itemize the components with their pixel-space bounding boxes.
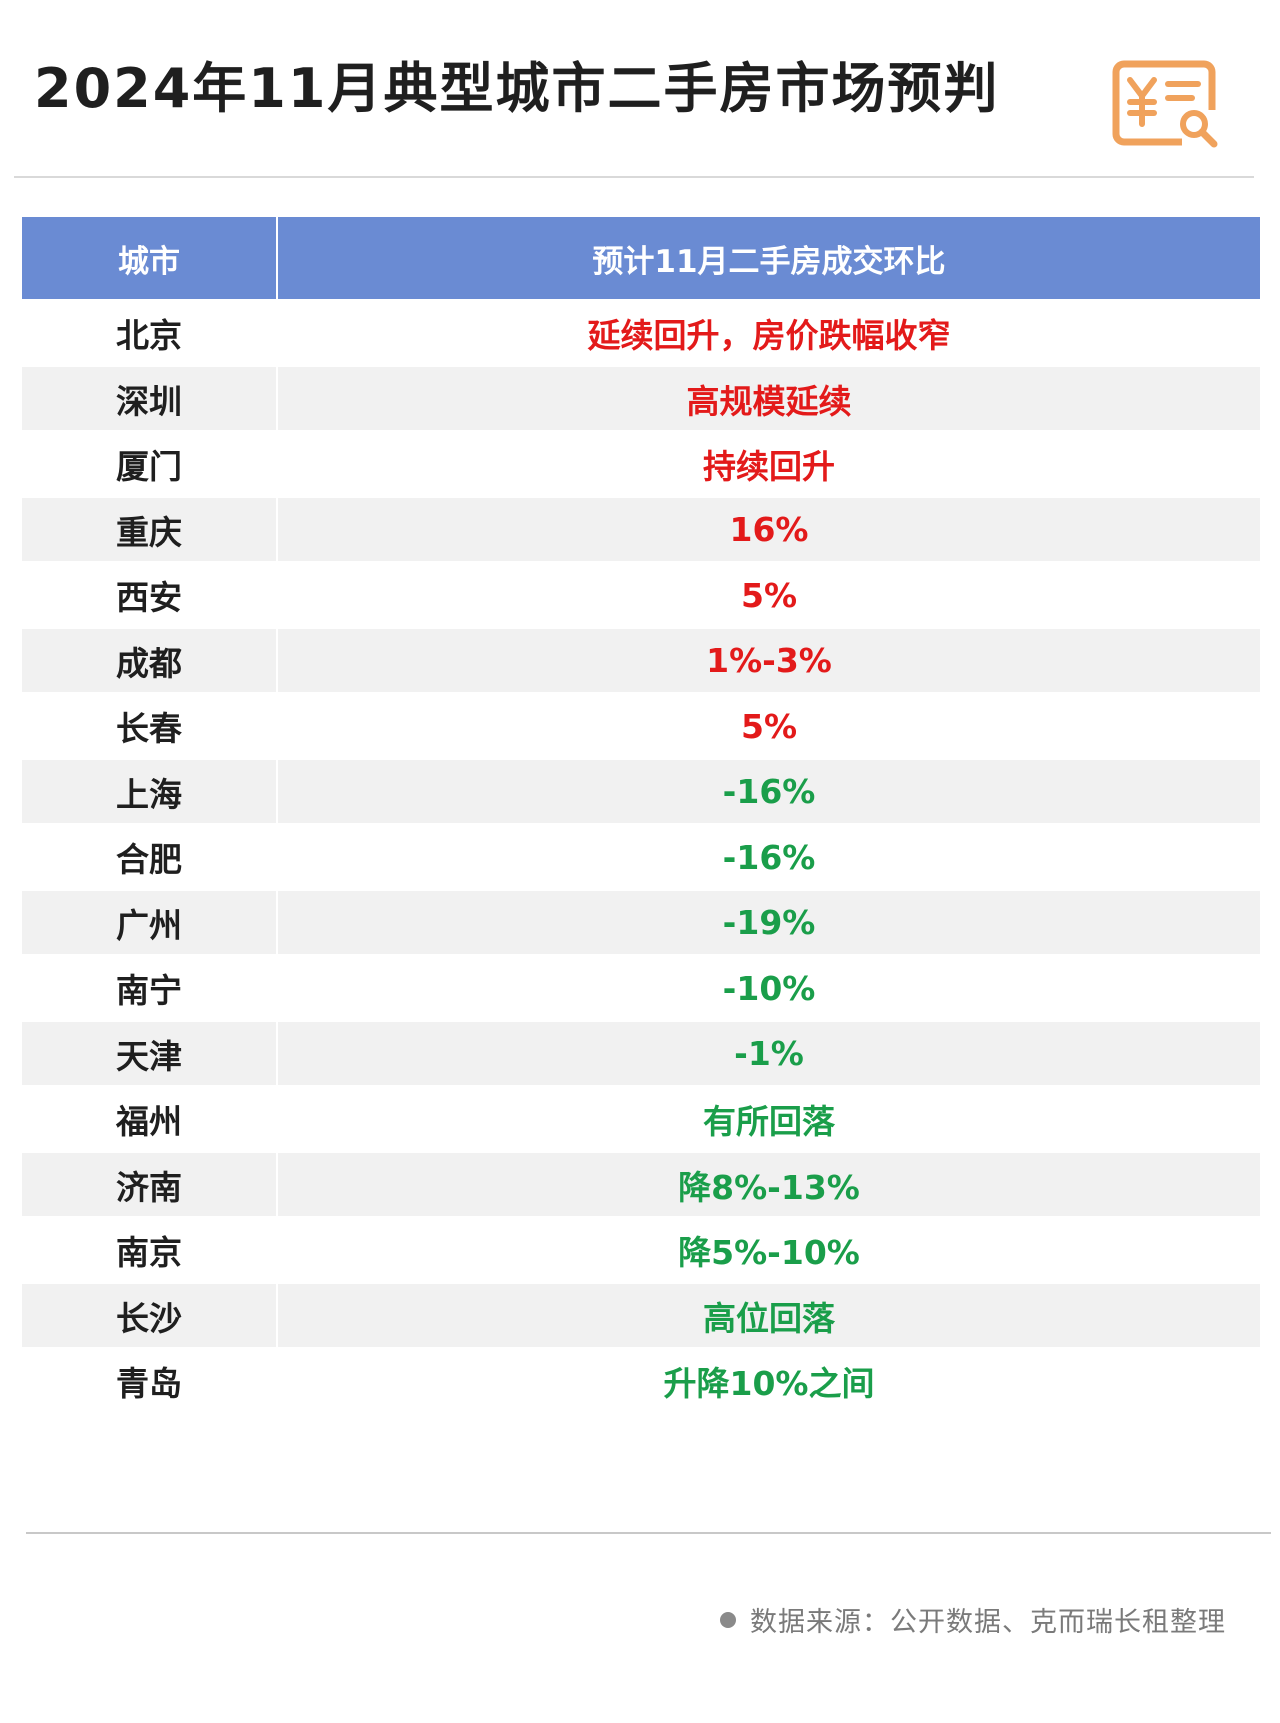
city-cell: 南京 [22,1218,278,1282]
city-cell: 长春 [22,694,278,758]
yuan-document-search-icon [1112,60,1218,148]
forecast-cell: 持续回升 [703,447,835,486]
forecast-cell: -10% [722,968,816,1008]
forecast-table: 城市 预计11月二手房成交环比 北京 延续回升，房价跌幅收窄深圳 高规模延续厦门 持续… [22,217,1260,1413]
city-cell: 北京 [22,301,278,365]
table-row: 深圳 高规模延续 [22,367,1260,430]
footer-divider [26,1532,1271,1534]
forecast-cell: -1% [734,1034,804,1073]
city-cell: 厦门 [22,432,278,496]
forecast-cell: 延续回升，房价跌幅收窄 [587,316,951,355]
table-row: 上海 -16% [22,760,1260,823]
forecast-cell: 有所回落 [703,1102,835,1141]
table-row: 重庆 16% [22,498,1260,561]
forecast-cell: 1%-3% [706,641,832,680]
forecast-cell: 升降10%之间 [663,1364,875,1403]
title-divider [14,176,1254,178]
city-cell: 深圳 [22,367,278,430]
source-note: 数据来源：公开数据、克而瑞长租整理 [720,1600,1226,1639]
forecast-cell: 5% [740,575,798,615]
table-body: 北京 延续回升，房价跌幅收窄深圳 高规模延续厦门 持续回升重庆 16% 西安 5% 成都 1%-… [22,301,1260,1413]
header-forecast: 预计11月二手房成交环比 [592,243,946,280]
forecast-cell: -19% [722,903,816,942]
forecast-cell: 16% [729,510,809,549]
table-row: 成都 1%-3% [22,629,1260,692]
table-row: 南宁 -10% [22,956,1260,1020]
table-row: 济南 降8%-13% [22,1153,1260,1216]
source-text: 数据来源：公开数据、克而瑞长租整理 [750,1607,1226,1638]
header-city: 城市 [22,217,278,299]
page-title: 2024年11月典型城市二手房市场预判 [34,57,1000,120]
city-cell: 上海 [22,760,278,823]
table-row: 合肥 -16% [22,825,1260,889]
forecast-cell: 降8%-13% [678,1167,860,1207]
forecast-cell: 降5%-10% [678,1233,860,1272]
forecast-cell: 高位回落 [703,1298,835,1338]
table-row: 南京 降5%-10% [22,1218,1260,1282]
table-row: 北京 延续回升，房价跌幅收窄 [22,301,1260,365]
city-cell: 济南 [22,1153,278,1216]
table-row: 广州 -19% [22,891,1260,954]
table-row: 福州 有所回落 [22,1087,1260,1151]
city-cell: 南宁 [22,956,278,1020]
city-cell: 天津 [22,1022,278,1085]
table-header: 城市 预计11月二手房成交环比 [22,217,1260,299]
table-row: 西安 5% [22,563,1260,627]
table-row: 天津 -1% [22,1022,1260,1085]
city-cell: 西安 [22,563,278,627]
city-cell: 合肥 [22,825,278,889]
city-cell: 成都 [22,629,278,692]
forecast-cell: 高规模延续 [686,381,852,421]
forecast-cell: 5% [740,706,798,746]
city-cell: 青岛 [22,1349,278,1413]
city-cell: 福州 [22,1087,278,1151]
forecast-cell: -16% [722,837,816,877]
forecast-cell: -16% [722,772,816,811]
city-cell: 重庆 [22,498,278,561]
bullet-dot-icon [720,1611,736,1628]
table-row: 厦门 持续回升 [22,432,1260,496]
city-cell: 长沙 [22,1284,278,1347]
table-row: 长沙 高位回落 [22,1284,1260,1347]
city-cell: 广州 [22,891,278,954]
table-row: 青岛 升降10%之间 [22,1349,1260,1413]
table-row: 长春 5% [22,694,1260,758]
